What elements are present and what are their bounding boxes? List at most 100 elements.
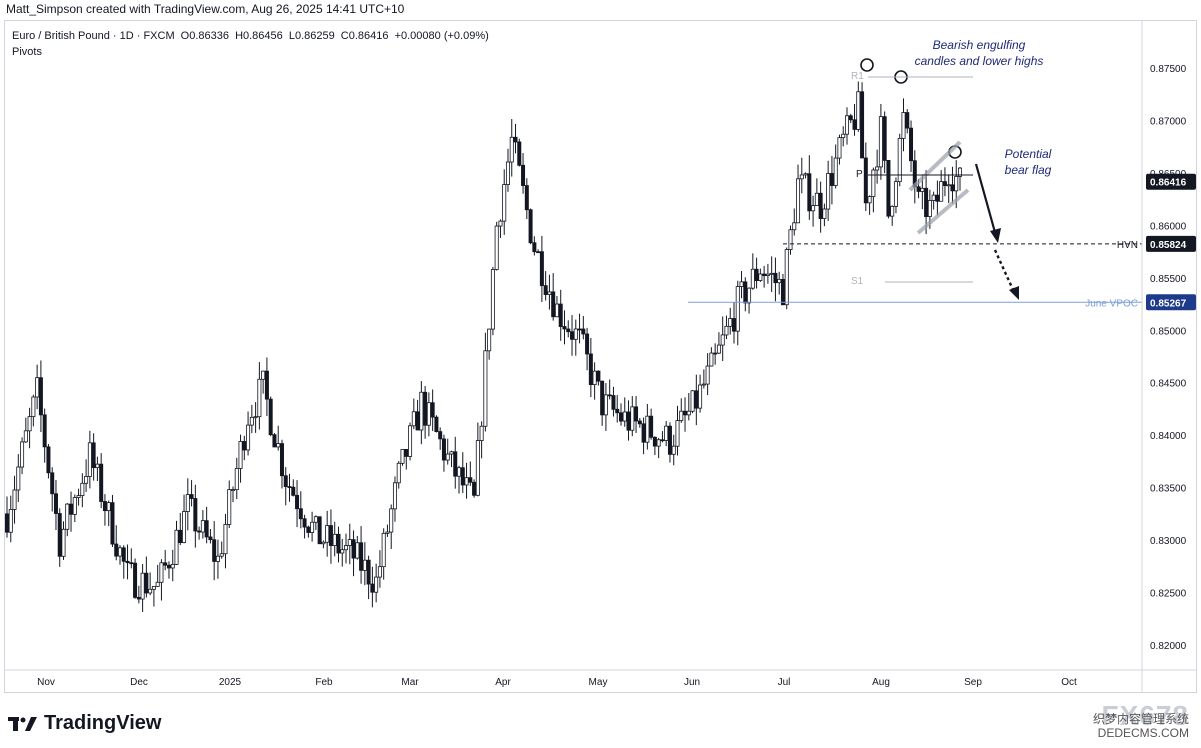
candle-body bbox=[408, 425, 413, 457]
candle-body bbox=[84, 476, 89, 484]
x-tick-label: 2025 bbox=[219, 677, 242, 688]
candle-body bbox=[562, 326, 567, 330]
candle-body bbox=[626, 411, 631, 431]
candle-body bbox=[38, 377, 43, 416]
candle-body bbox=[833, 157, 838, 186]
candle-body bbox=[200, 520, 205, 533]
candle-body bbox=[841, 133, 846, 139]
candle-body bbox=[479, 425, 484, 441]
level-price-label: 0.85267 bbox=[1150, 298, 1187, 309]
candle-body bbox=[389, 508, 394, 533]
candle-body bbox=[754, 268, 759, 281]
tradingview-logo[interactable]: TradingView bbox=[8, 712, 161, 735]
candle-body bbox=[784, 249, 789, 306]
candle-body bbox=[189, 494, 194, 499]
drawing-layer: R1 P S1 bbox=[851, 58, 1019, 300]
candle-body bbox=[359, 542, 364, 571]
tradingview-logo-icon bbox=[8, 716, 37, 731]
x-tick-label: Oct bbox=[1061, 677, 1077, 688]
candle-body bbox=[720, 334, 725, 346]
symbol-name: Euro / British Pound · 1D · FXCM bbox=[12, 30, 175, 42]
candle-body bbox=[404, 449, 409, 457]
time-axis: Nov Dec 2025 Feb Mar Apr May Jun Jul Aug Sep Oct bbox=[4, 669, 1197, 688]
candle-body bbox=[600, 380, 605, 416]
candle-body bbox=[607, 394, 612, 397]
candle-body bbox=[110, 502, 115, 545]
indicator-legend[interactable]: Pivots bbox=[12, 46, 42, 58]
candle-body bbox=[878, 116, 883, 168]
candle-body bbox=[291, 486, 296, 496]
candle-body bbox=[23, 430, 28, 443]
candle-body bbox=[630, 406, 635, 431]
y-tick-label: 0.86000 bbox=[1150, 221, 1187, 232]
candle-body bbox=[724, 325, 729, 336]
candle-body bbox=[362, 559, 367, 571]
candle-body bbox=[65, 503, 70, 530]
candle-body bbox=[483, 350, 488, 427]
candle-body bbox=[344, 545, 349, 551]
level-layer: HVN 0.85824 June VPOC 0.85267 0.86416 bbox=[688, 173, 1196, 311]
candle-body bbox=[690, 390, 695, 412]
watermark-sub-text: 织梦内容管理系统 bbox=[1092, 712, 1189, 726]
flag-lower-line bbox=[916, 188, 970, 235]
candle-body bbox=[99, 463, 104, 502]
candle-body bbox=[472, 481, 477, 496]
candle-body bbox=[242, 441, 247, 451]
candle-body bbox=[939, 181, 944, 202]
candle-body bbox=[498, 220, 503, 227]
candle-body bbox=[264, 370, 269, 400]
y-tick-label: 0.83500 bbox=[1150, 484, 1187, 495]
candle-body bbox=[257, 378, 262, 418]
candle-body bbox=[716, 344, 721, 354]
ohlc-low: L0.86259 bbox=[288, 30, 335, 42]
candle-body bbox=[829, 173, 834, 186]
candle-body bbox=[792, 222, 797, 231]
x-tick-label: May bbox=[589, 677, 608, 688]
x-tick-label: Nov bbox=[37, 677, 55, 688]
candle-body bbox=[645, 415, 650, 443]
candle-body bbox=[227, 489, 232, 525]
candle-body bbox=[347, 539, 352, 546]
candle-body bbox=[377, 566, 382, 578]
pivot-p-label: P bbox=[856, 169, 863, 180]
annotation-engulfing-line2: candles and lower highs bbox=[915, 54, 1044, 68]
candle-body bbox=[31, 396, 36, 418]
candle-body bbox=[637, 420, 642, 425]
candle-body bbox=[698, 384, 703, 409]
candle-body bbox=[69, 503, 74, 515]
candle-body bbox=[253, 416, 258, 419]
y-tick-label: 0.85000 bbox=[1150, 326, 1187, 337]
symbol-legend[interactable]: Euro / British Pound · 1D · FXCM O0.8633… bbox=[12, 30, 492, 42]
candle-body bbox=[50, 472, 55, 495]
level-price-tag bbox=[1146, 294, 1196, 311]
y-tick-label: 0.83000 bbox=[1150, 536, 1187, 547]
candle-body bbox=[118, 547, 123, 557]
candle-body bbox=[487, 328, 492, 352]
candle-body bbox=[249, 416, 254, 426]
candle-body bbox=[423, 391, 428, 426]
annotation-engulfing: Bearish engulfing candles and lower high… bbox=[915, 38, 1044, 68]
candle-body bbox=[430, 402, 435, 418]
candle-body bbox=[528, 209, 533, 244]
candle-body bbox=[302, 518, 307, 528]
candle-body bbox=[449, 451, 454, 455]
bear-arrow-solid bbox=[974, 163, 998, 237]
candle-body bbox=[374, 576, 379, 593]
candle-body bbox=[882, 116, 887, 161]
candle-body bbox=[521, 164, 526, 186]
candle-body bbox=[8, 509, 13, 533]
candle-body bbox=[16, 466, 21, 491]
candle-body bbox=[916, 186, 921, 192]
candle-body bbox=[385, 531, 390, 534]
candle-body bbox=[622, 411, 627, 422]
candle-body bbox=[875, 166, 880, 171]
candle-body bbox=[355, 542, 360, 559]
candle-body bbox=[434, 416, 439, 432]
chart-credit: Matt_Simpson created with TradingView.co… bbox=[6, 2, 405, 16]
candle-body bbox=[920, 187, 925, 192]
candle-body bbox=[799, 174, 804, 180]
candle-body bbox=[208, 536, 213, 541]
candle-body bbox=[61, 528, 66, 557]
ohlc-change: +0.00080 (+0.09%) bbox=[394, 30, 489, 42]
